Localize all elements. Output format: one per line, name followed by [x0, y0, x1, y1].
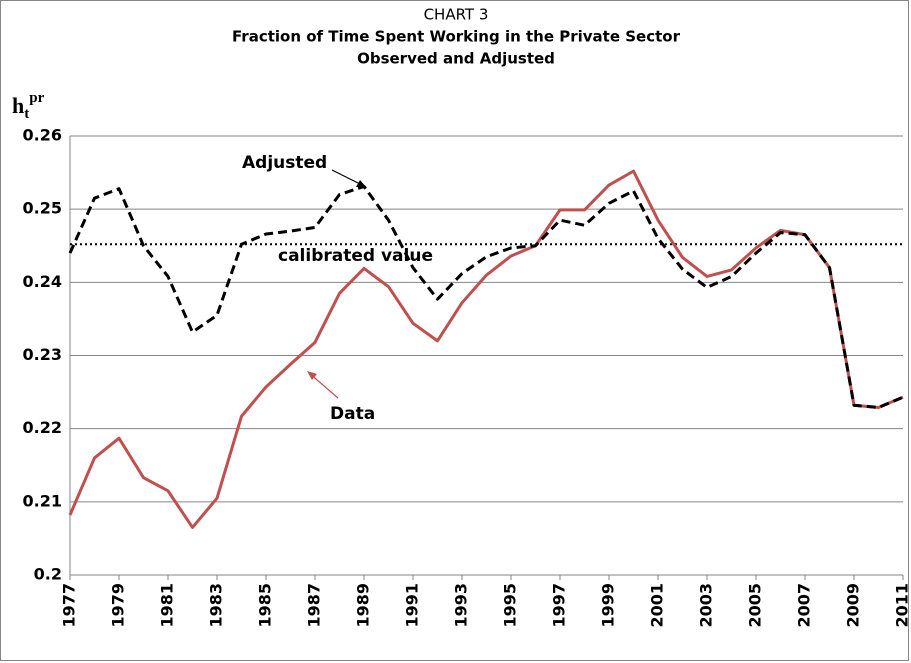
x-tick-label: 1987 [305, 583, 324, 628]
y-tick-label: 0.21 [23, 491, 62, 510]
y-axis-label: htpr [12, 90, 45, 122]
x-tick-label: 1989 [354, 583, 373, 628]
data-label: Data [330, 404, 375, 424]
x-tick-label: 1991 [403, 583, 422, 628]
x-tick-label: 2001 [648, 583, 667, 628]
chart-title: Observed and Adjusted [357, 50, 555, 68]
y-tick-label: 0.22 [23, 418, 62, 437]
annotations: Adjusted Data calibrated value [242, 153, 433, 424]
series-line [68, 169, 904, 529]
y-label-base: h [12, 93, 24, 118]
arrow-head [307, 371, 317, 380]
x-tick-label: 1981 [158, 583, 177, 628]
x-tick-label: 2003 [697, 583, 716, 628]
x-tick-label: 1999 [599, 583, 618, 628]
x-tick-label: 2007 [795, 583, 814, 628]
y-label-sub: t [24, 106, 29, 122]
y-tick-label: 0.23 [23, 345, 62, 364]
y-tick-label: 0.24 [23, 272, 62, 291]
arrow-head [356, 180, 366, 187]
reference-label: calibrated value [278, 246, 433, 266]
chart-title: Fraction of Time Spent Working in the Pr… [232, 28, 681, 46]
lines [68, 169, 904, 529]
y-tick-label: 0.2 [34, 565, 62, 584]
x-tick-label: 2009 [844, 583, 863, 628]
x-tick-label: 1977 [60, 583, 79, 628]
series-line [68, 184, 904, 409]
x-tick-label: 1995 [501, 583, 520, 628]
x-tick-label: 2005 [746, 583, 765, 628]
x-tick-label: 1997 [550, 583, 569, 628]
grid: 0.2 0.21 0.22 0.23 0.24 0.25 0.26 1977 1979 1981 1… [23, 126, 911, 628]
y-label-sup: pr [29, 90, 44, 106]
x-tick-label: 1993 [452, 583, 471, 628]
x-tick-label: 1979 [109, 583, 128, 628]
x-tick-label: 2011 [893, 583, 911, 628]
adjusted-label: Adjusted [242, 153, 327, 173]
y-tick-label: 0.25 [23, 199, 62, 218]
x-tick-label: 1985 [256, 583, 275, 628]
chart-title: CHART 3 [424, 6, 489, 24]
x-tick-label: 1983 [207, 583, 226, 628]
y-tick-label: 0.26 [23, 126, 62, 145]
